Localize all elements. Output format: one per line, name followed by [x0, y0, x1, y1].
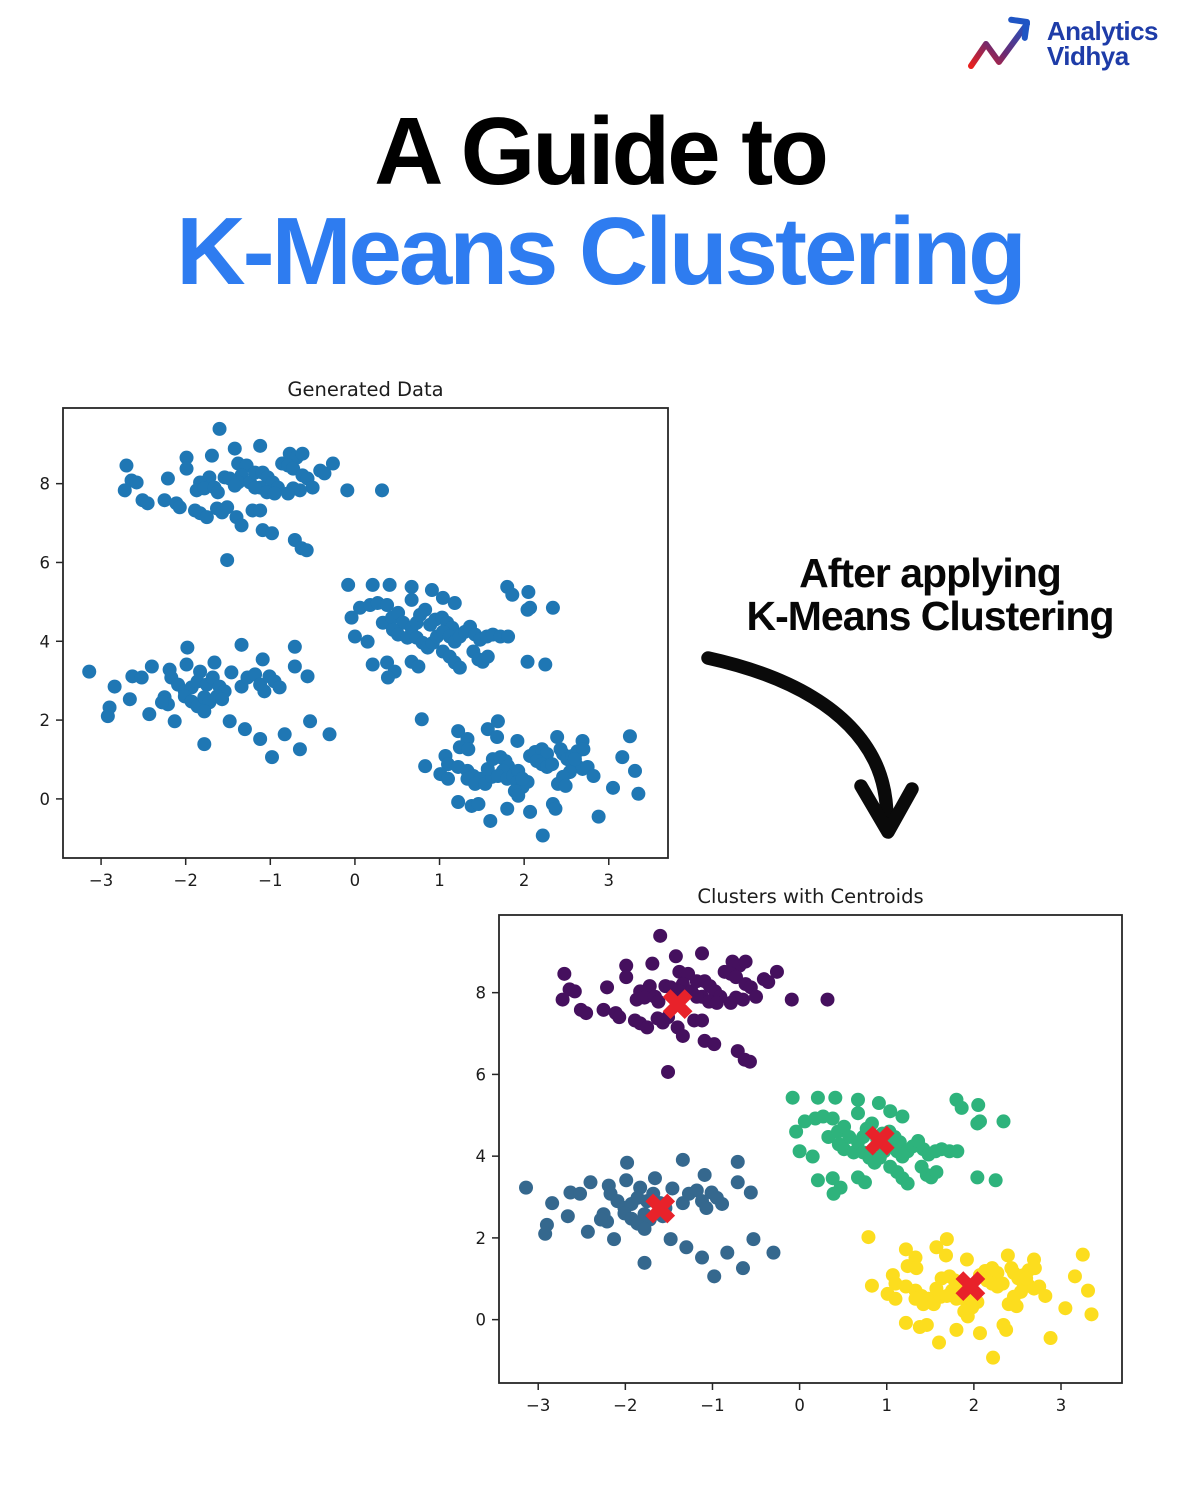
x-tick-label: −1: [258, 871, 282, 890]
x-tick-label: −3: [526, 1396, 550, 1415]
y-tick-label: 0: [40, 790, 51, 809]
axes: −3 −2 −1 0 1 2 3 0 2 4 6 8: [476, 914, 1123, 1415]
generated-data-chart: Generated Data −3 −2 −1 0 1 2 3 0 2 4 6 8: [40, 378, 669, 890]
analytics-vidhya-logo: Analytics Vidhya: [965, 14, 1159, 74]
y-tick-label: 0: [476, 1311, 487, 1330]
scatter-points: [82, 421, 646, 843]
logo-line1: Analytics: [1046, 15, 1159, 46]
chart-title: Generated Data: [287, 378, 443, 401]
curved-arrow-icon: [701, 651, 919, 839]
chart-title: Clusters with Centroids: [697, 885, 923, 908]
x-tick-label: 0: [794, 1396, 805, 1415]
y-tick-label: 6: [476, 1065, 487, 1084]
annotation-line1: After applying: [799, 550, 1062, 596]
centroid-markers: [645, 989, 986, 1302]
axes: −3 −2 −1 0 1 2 3 0 2 4 6 8: [40, 407, 669, 890]
x-tick-label: 2: [519, 871, 530, 890]
logo-line2: Vidhya: [1046, 41, 1129, 71]
y-tick-label: 6: [40, 553, 51, 572]
x-tick-label: 0: [350, 871, 361, 890]
x-tick-label: 1: [434, 871, 445, 890]
annotation-line2: K-Means Clustering: [746, 593, 1115, 640]
y-tick-label: 4: [476, 1147, 487, 1166]
page-title: A Guide to K-Means Clustering: [0, 104, 1200, 300]
logo-wordmark: Analytics Vidhya: [1046, 15, 1159, 71]
transition-annotation: After applying K-Means Clustering: [690, 550, 1170, 640]
x-tick-label: 1: [881, 1396, 892, 1415]
centroid-x-marker: [864, 1125, 895, 1156]
centroid-x-marker: [955, 1271, 986, 1302]
centroid-x-marker: [645, 1193, 676, 1224]
page-title-line1: A Guide to: [374, 98, 829, 205]
x-tick-label: −3: [89, 871, 113, 890]
x-tick-label: 3: [604, 871, 615, 890]
y-tick-label: 4: [40, 632, 51, 651]
logo-trendline-arrow-icon: [967, 16, 1030, 69]
x-tick-label: −2: [174, 871, 198, 890]
y-tick-label: 2: [476, 1229, 487, 1248]
x-tick-label: 2: [969, 1396, 980, 1415]
x-tick-label: −2: [613, 1396, 637, 1415]
y-tick-label: 8: [476, 984, 487, 1003]
clusters-with-centroids-chart: Clusters with Centroids −3 −2 −1 0 1 2 3 0 2 4 6 8: [476, 885, 1123, 1415]
y-tick-label: 2: [40, 711, 51, 730]
page-title-line2: K-Means Clustering: [176, 198, 1026, 305]
centroid-x-marker: [662, 989, 693, 1019]
y-tick-label: 8: [40, 475, 51, 494]
scatter-points: [519, 928, 1099, 1365]
x-tick-label: 3: [1056, 1396, 1067, 1415]
x-tick-label: −1: [700, 1396, 724, 1415]
